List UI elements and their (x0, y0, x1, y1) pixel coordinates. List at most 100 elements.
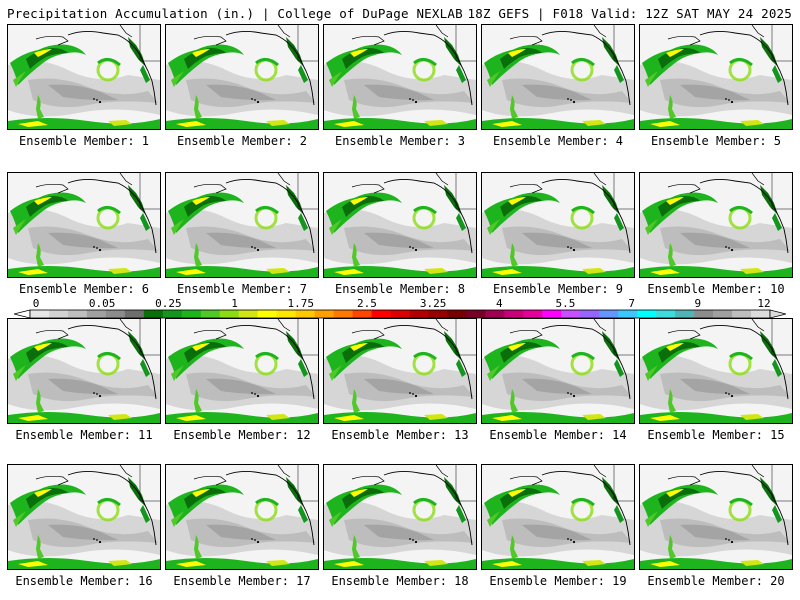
colorbar-swatch (637, 310, 657, 318)
colorbar-swatch (371, 310, 391, 318)
ensemble-member-label: Ensemble Member: 12 (173, 428, 311, 442)
ensemble-member-label: Ensemble Member: 5 (650, 134, 782, 148)
precip-map (481, 318, 635, 424)
ensemble-member-label: Ensemble Member: 20 (647, 574, 785, 588)
ensemble-member-label: Ensemble Member: 8 (334, 282, 466, 296)
colorbar-left-arrow (14, 309, 31, 319)
ensemble-member-label: Ensemble Member: 14 (489, 428, 627, 442)
colorbar-swatch (390, 310, 410, 318)
precip-map (481, 24, 635, 130)
ensemble-member-label: Ensemble Member: 1 (18, 134, 150, 148)
colorbar-swatch (466, 310, 486, 318)
ensemble-member-label: Ensemble Member: 16 (15, 574, 153, 588)
colorbar-swatch (485, 310, 505, 318)
colorbar-swatch (314, 310, 334, 318)
colorbar-swatch (219, 310, 240, 318)
colorbar-swatch (409, 310, 429, 318)
colorbar-swatch (295, 310, 315, 318)
colorbar-tick-label: 7 (628, 297, 635, 310)
colorbar-swatch (580, 310, 600, 318)
colorbar-swatch (67, 310, 88, 318)
model-run-info: 18Z GEFS | F018 Valid: 12Z SAT MAY 24 20… (467, 6, 792, 21)
ensemble-member-label: Ensemble Member: 4 (492, 134, 624, 148)
map-title: Precipitation Accumulation (in.) | Colle… (7, 6, 463, 21)
colorbar-swatch (504, 310, 524, 318)
colorbar-tick-label: 2.5 (357, 297, 377, 310)
ensemble-member-panel: Ensemble Member: 5 (639, 24, 793, 148)
ensemble-member-panel: Ensemble Member: 4 (481, 24, 635, 148)
colorbar-swatch (542, 310, 562, 318)
colorbar-swatch (751, 310, 771, 318)
precip-map (639, 172, 793, 278)
precip-map (165, 464, 319, 570)
ensemble-member-label: Ensemble Member: 3 (334, 134, 466, 148)
ensemble-member-label: Ensemble Member: 17 (173, 574, 311, 588)
colorbar-tick-label: 5.5 (556, 297, 576, 310)
ensemble-member-label: Ensemble Member: 19 (489, 574, 627, 588)
colorbar-swatch (48, 310, 69, 318)
colorbar-tick-label: 0 (33, 297, 40, 310)
precip-map (323, 318, 477, 424)
colorbar-swatch (105, 310, 126, 318)
ensemble-member-panel: Ensemble Member: 20 (639, 464, 793, 588)
precip-map (165, 24, 319, 130)
precip-map (639, 318, 793, 424)
colorbar-tick-label: 0.05 (89, 297, 116, 310)
ensemble-member-label: Ensemble Member: 6 (18, 282, 150, 296)
precip-map (165, 172, 319, 278)
ensemble-member-label: Ensemble Member: 13 (331, 428, 469, 442)
ensemble-member-panel: Ensemble Member: 13 (323, 318, 477, 442)
colorbar-tick-label: 12 (757, 297, 770, 310)
ensemble-member-panel: Ensemble Member: 11 (7, 318, 161, 442)
ensemble-member-label: Ensemble Member: 10 (647, 282, 785, 296)
ensemble-member-panel: Ensemble Member: 9 (481, 172, 635, 296)
precip-colorbar: 0 0.05 0.25 1 1.75 2.5 3.25 4 5.5 7 9 12 (14, 297, 786, 319)
precip-map (639, 464, 793, 570)
ensemble-member-label: Ensemble Member: 18 (331, 574, 469, 588)
ensemble-member-panel: Ensemble Member: 19 (481, 464, 635, 588)
colorbar-swatch (276, 310, 296, 318)
ensemble-member-panel: Ensemble Member: 3 (323, 24, 477, 148)
colorbar-swatch (561, 310, 581, 318)
ensemble-member-panel: Ensemble Member: 6 (7, 172, 161, 296)
ensemble-member-panel: Ensemble Member: 7 (165, 172, 319, 296)
colorbar-swatch (618, 310, 638, 318)
ensemble-member-panel: Ensemble Member: 2 (165, 24, 319, 148)
ensemble-member-label: Ensemble Member: 11 (15, 428, 153, 442)
ensemble-member-panel: Ensemble Member: 15 (639, 318, 793, 442)
ensemble-member-panel: Ensemble Member: 1 (7, 24, 161, 148)
colorbar-swatch (143, 310, 164, 318)
colorbar-swatch (694, 310, 714, 318)
colorbar-tick-label: 1 (231, 297, 238, 310)
precip-map (481, 172, 635, 278)
colorbar-swatch (428, 310, 448, 318)
ensemble-member-panel: Ensemble Member: 14 (481, 318, 635, 442)
colorbar-swatch (30, 310, 50, 318)
ensemble-member-label: Ensemble Member: 9 (492, 282, 624, 296)
colorbar-swatch (447, 310, 467, 318)
colorbar-swatch (599, 310, 619, 318)
colorbar-swatch (523, 310, 543, 318)
colorbar-swatch (732, 310, 752, 318)
ensemble-member-panel: Ensemble Member: 16 (7, 464, 161, 588)
ensemble-member-panel: Ensemble Member: 12 (165, 318, 319, 442)
colorbar-tick-label: 1.75 (287, 297, 314, 310)
ensemble-member-label: Ensemble Member: 2 (176, 134, 308, 148)
precip-map (165, 318, 319, 424)
colorbar-swatch (200, 310, 221, 318)
colorbar-tick-label: 3.25 (420, 297, 447, 310)
colorbar-swatch (675, 310, 695, 318)
precip-map (7, 172, 161, 278)
ensemble-member-panel: Ensemble Member: 8 (323, 172, 477, 296)
ensemble-member-label: Ensemble Member: 15 (647, 428, 785, 442)
precip-map (323, 24, 477, 130)
colorbar-swatch (238, 310, 258, 318)
colorbar-swatch (656, 310, 676, 318)
precip-map (323, 464, 477, 570)
colorbar-tick-label: 4 (496, 297, 503, 310)
colorbar-swatch (124, 310, 145, 318)
ensemble-member-panel: Ensemble Member: 17 (165, 464, 319, 588)
precip-map (7, 24, 161, 130)
colorbar-swatch (257, 310, 277, 318)
colorbar-right-arrow (769, 309, 786, 319)
